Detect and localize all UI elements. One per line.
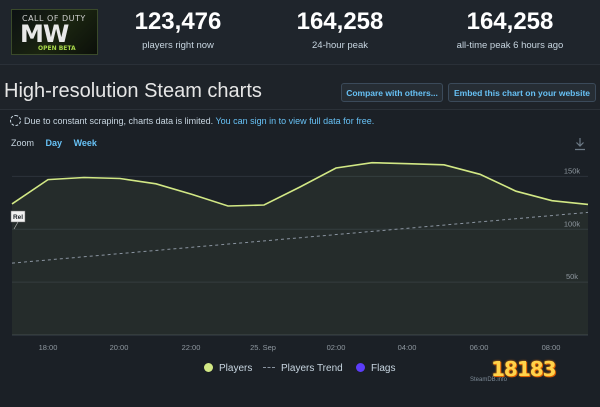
release-flag[interactable]: Rel — [10, 210, 26, 230]
scraping-notice: Due to constant scraping, charts data is… — [10, 115, 374, 126]
trend-line — [11, 211, 589, 264]
zoom-week-button[interactable]: Week — [73, 138, 97, 148]
embed-button[interactable]: Embed this chart on your website — [448, 83, 596, 102]
dashed-circle-icon — [10, 115, 21, 126]
x-tick-label: 25. Sep — [250, 343, 276, 352]
players-line-path — [11, 161, 589, 207]
legend-label: Flags — [371, 363, 396, 374]
y-tick-label: 50k — [566, 272, 578, 281]
x-tick-label: 08:00 — [542, 343, 561, 352]
watermark-logo: 18183 — [491, 357, 557, 381]
y-axis-labels: 150k 100k 50k — [564, 166, 581, 281]
notice-text: Due to constant scraping, charts data is… — [24, 116, 216, 126]
release-flag-pointer — [13, 221, 19, 230]
players-area-fill — [12, 162, 588, 335]
stat-label: all-time peak 6 hours ago — [456, 40, 564, 51]
x-axis-labels: 18:00 20:00 22:00 25. Sep 02:00 04:00 06:00 08:… — [39, 343, 561, 352]
release-flag-label: Rel — [13, 214, 23, 221]
steamdb-credit: SteamDB.info — [470, 377, 508, 383]
chart-legend: Players Players Trend Flags — [0, 363, 600, 377]
players-dot-icon — [204, 363, 213, 372]
legend-label: Players Trend — [281, 363, 343, 374]
flags-dot-icon — [356, 363, 365, 372]
players-chart: 150k 100k 50k 18:00 20:00 22:00 25. Sep 02:00 0… — [10, 161, 589, 352]
chart-gridlines — [12, 175, 588, 336]
x-tick-label: 18:00 — [39, 343, 58, 352]
x-tick-label: 06:00 — [470, 343, 489, 352]
thumbnail-logo-text: MW — [20, 20, 69, 48]
stat-value: 164,258 — [296, 8, 384, 35]
legend-label: Players — [219, 363, 253, 374]
thumbnail-subtitle: OPEN BETA — [38, 45, 76, 52]
y-tick-label: 100k — [564, 219, 581, 228]
thumbnail-series-title: CALL OF DUTY — [22, 14, 86, 23]
stat-value: 164,258 — [466, 8, 554, 35]
trend-line-path — [11, 211, 589, 264]
compare-button[interactable]: Compare with others... — [341, 83, 443, 102]
stat-label: players right now — [142, 40, 214, 51]
download-icon[interactable] — [574, 137, 586, 151]
sign-in-link[interactable]: You can sign in to view full data for fr… — [215, 116, 375, 126]
x-tick-label: 22:00 — [182, 343, 201, 352]
players-line — [11, 161, 589, 207]
game-thumbnail[interactable]: CALL OF DUTY MW OPEN BETA — [11, 9, 98, 55]
zoom-day-button[interactable]: Day — [45, 138, 63, 148]
legend-flags[interactable]: Flags — [356, 363, 395, 374]
zoom-controls: Zoom Day Week — [11, 138, 97, 148]
trend-dash-icon — [263, 367, 275, 368]
stat-label: 24-hour peak — [312, 40, 368, 51]
stats-bar: CALL OF DUTY MW OPEN BETA 123,476 player… — [0, 0, 600, 65]
stat-24h-peak: 164,258 24-hour peak — [280, 8, 400, 51]
legend-players-trend[interactable]: Players Trend — [263, 363, 343, 374]
x-tick-label: 20:00 — [110, 343, 129, 352]
y-tick-label: 150k — [564, 166, 581, 175]
page-title: High-resolution Steam charts — [4, 80, 262, 102]
stat-current-players: 123,476 players right now — [118, 8, 238, 51]
legend-players[interactable]: Players — [204, 363, 252, 374]
stat-all-time-peak: 164,258 all-time peak 6 hours ago — [440, 8, 580, 51]
chart-panel — [0, 109, 600, 407]
stat-value: 123,476 — [134, 8, 222, 35]
players-area — [12, 162, 588, 335]
zoom-label: Zoom — [11, 138, 35, 148]
x-tick-label: 04:00 — [398, 343, 417, 352]
x-tick-label: 02:00 — [327, 343, 346, 352]
